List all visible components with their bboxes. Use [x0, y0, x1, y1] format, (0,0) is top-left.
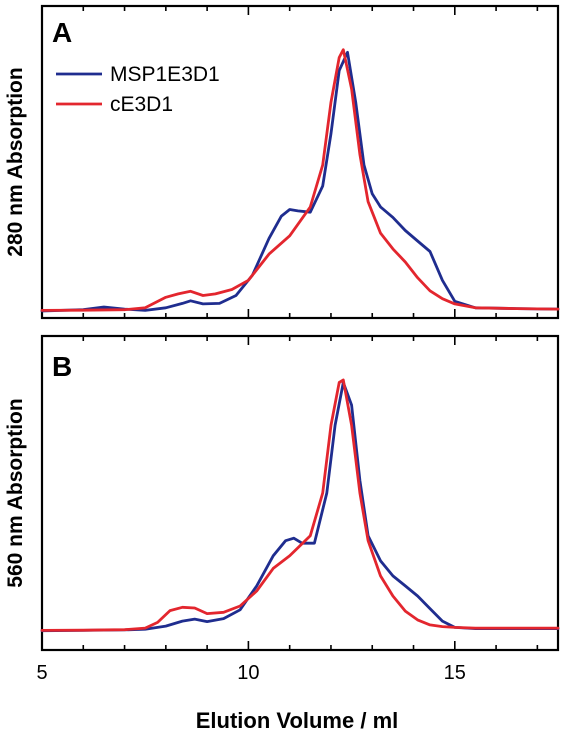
- series-line-msp1e3d1: [40, 381, 560, 633]
- plot-frame: [40, 334, 560, 652]
- panel-letter: B: [52, 351, 72, 382]
- panel-b: B 560 nm Absorption 5 10 15: [4, 334, 560, 684]
- series-line-msp1e3d1: [40, 50, 560, 313]
- series-line-ce3d1: [40, 48, 560, 312]
- legend-entry: MSP1E3D1: [110, 63, 220, 86]
- panel-a: A 280 nm Absorption MSP1E3D1 cE3D1: [4, 4, 560, 320]
- legend-entry: cE3D1: [110, 93, 173, 116]
- x-tick-label: 10: [237, 662, 259, 684]
- y-axis-label: 280 nm Absorption: [4, 67, 27, 256]
- series-line-ce3d1: [40, 378, 560, 632]
- x-axis-label: Elution Volume / ml: [196, 708, 399, 733]
- x-tick-label: 15: [444, 662, 466, 684]
- y-axis-label: 560 nm Absorption: [4, 398, 27, 587]
- panel-letter: A: [52, 17, 72, 48]
- x-tick-label: 5: [36, 662, 47, 684]
- plot-frame: [40, 4, 560, 320]
